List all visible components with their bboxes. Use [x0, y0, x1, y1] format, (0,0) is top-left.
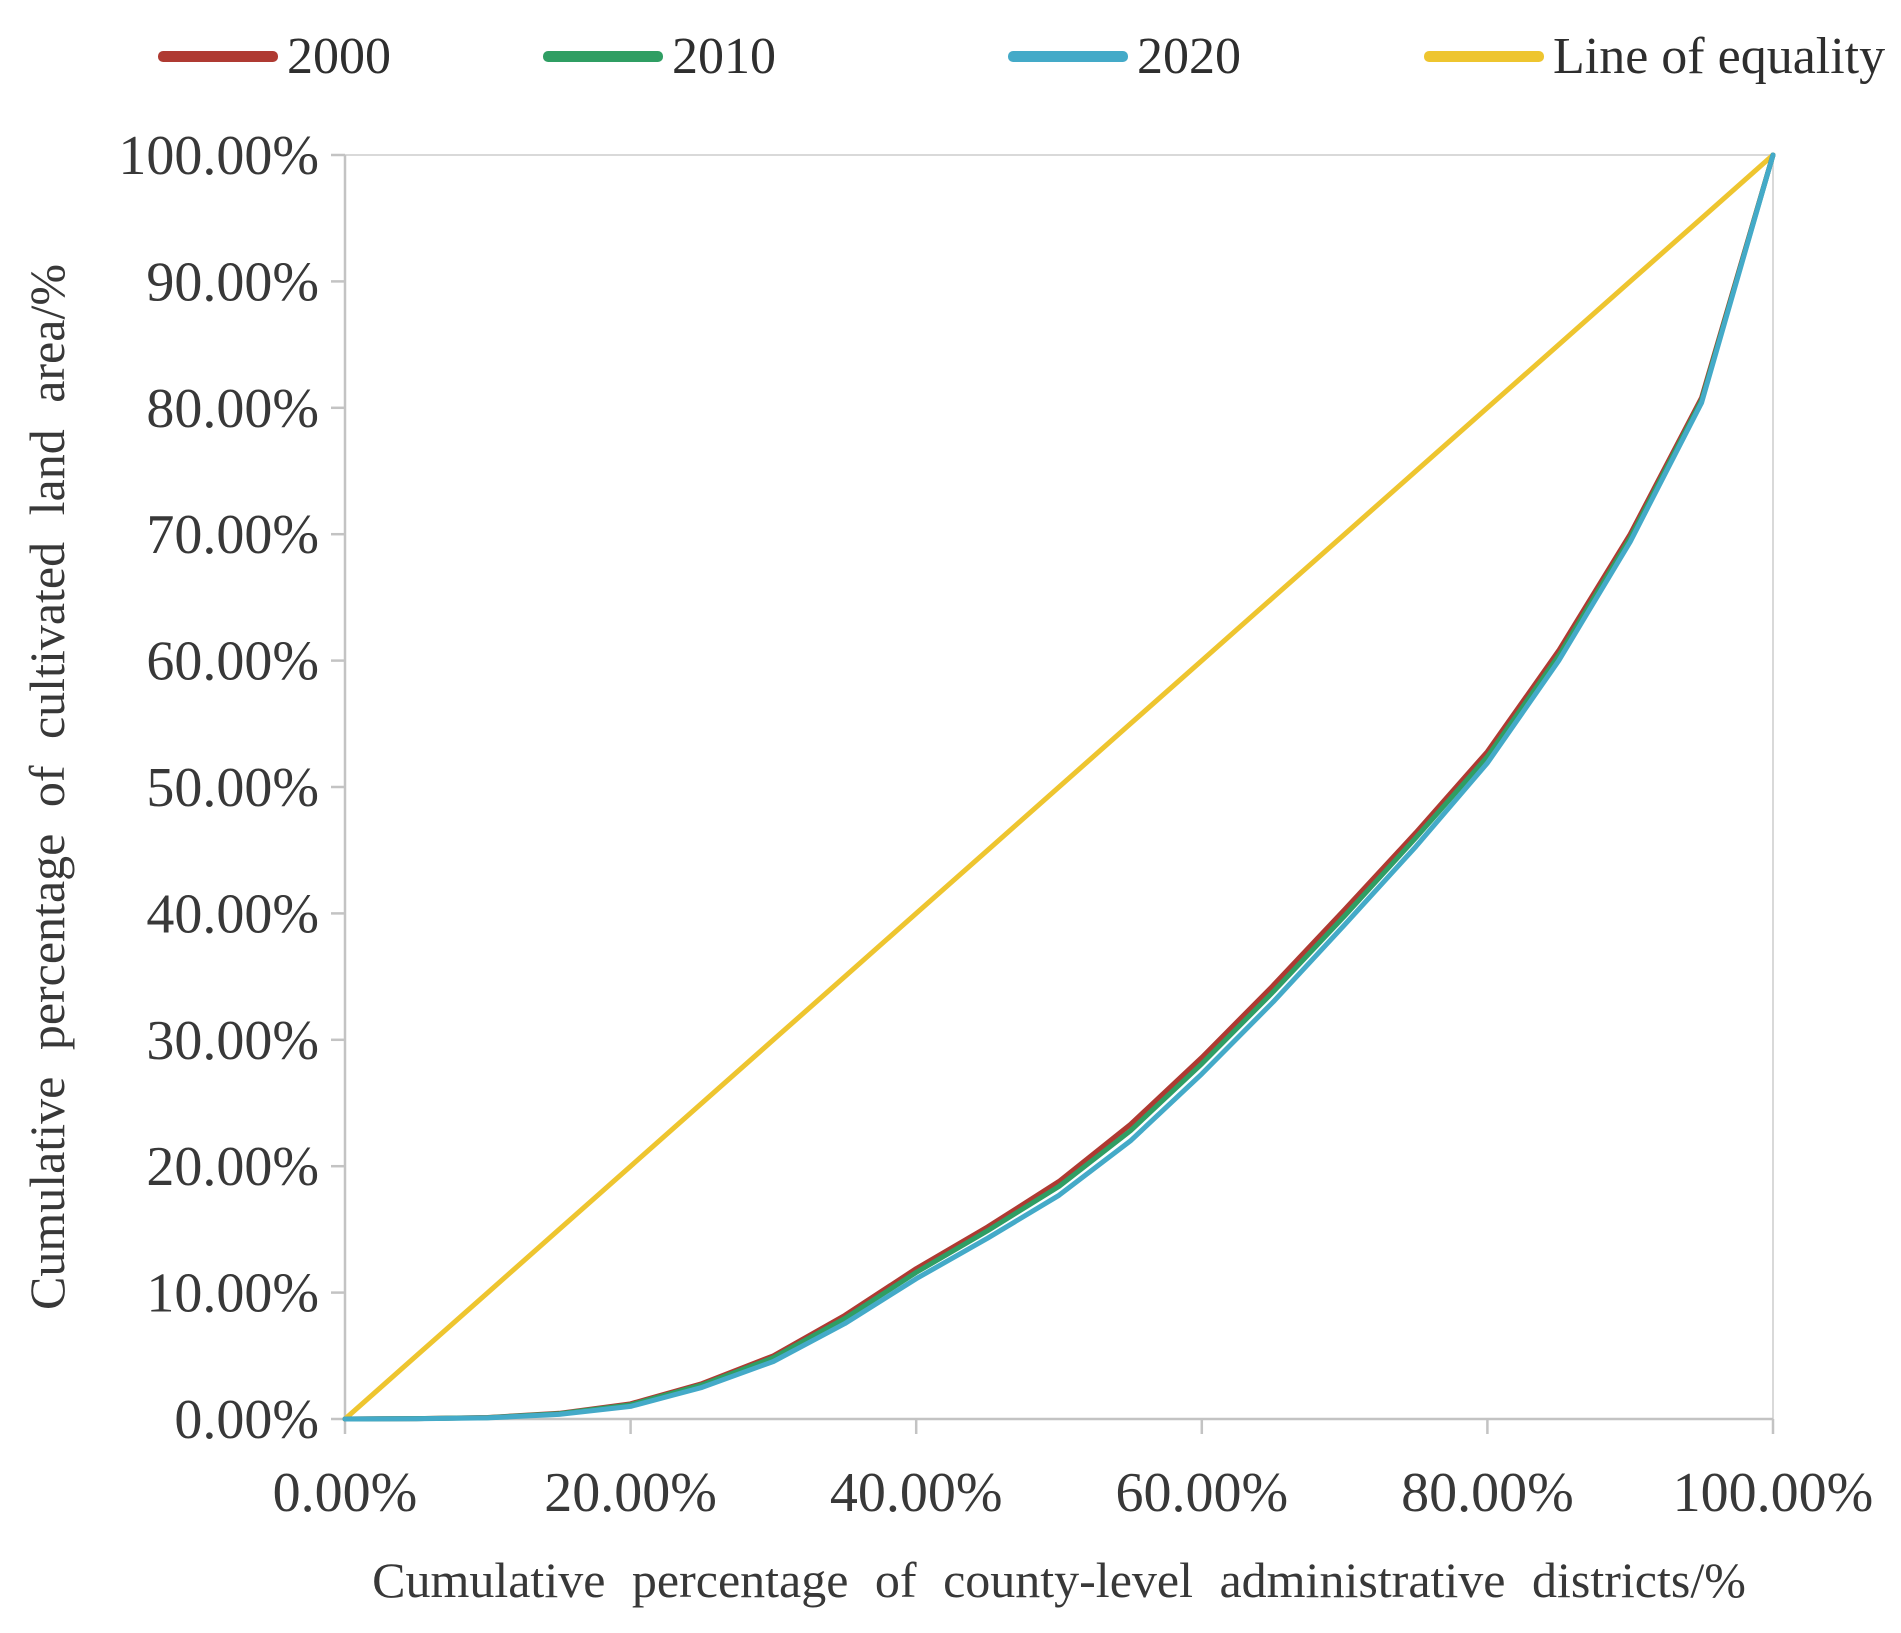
x-tick-label: 40.00% [830, 1462, 1003, 1524]
legend-item-2020: 2020 [1008, 24, 1241, 88]
chart-legend: 2000 2010 2020 Line of equality [0, 0, 1901, 130]
x-tick-label: 0.00% [273, 1462, 418, 1524]
legend-swatch-2010-icon [543, 50, 663, 62]
series-line-2020 [342, 152, 1776, 1422]
legend-swatch-line-of-equality-icon [1424, 50, 1544, 62]
x-axis-title: Cumulative percentage of county-level ad… [372, 1552, 1746, 1608]
x-tick-label: 60.00% [1115, 1462, 1288, 1524]
legend-label-2020: 2020 [1137, 27, 1241, 85]
legend-label-line-of-equality: Line of equality [1553, 27, 1886, 85]
legend-item-2000: 2000 [158, 24, 391, 88]
y-tick-label: 40.00% [146, 883, 319, 945]
legend-swatch-2020-icon [1008, 50, 1128, 62]
x-tick-label: 100.00% [1673, 1462, 1874, 1524]
legend-swatch-2000-icon [158, 50, 278, 62]
y-tick-label: 0.00% [174, 1389, 319, 1451]
y-tick-label: 90.00% [146, 251, 319, 313]
y-tick-label: 50.00% [146, 757, 319, 819]
legend-item-2010: 2010 [543, 24, 776, 88]
y-tick-label: 30.00% [146, 1010, 319, 1072]
y-tick-label: 100.00% [118, 125, 319, 187]
legend-label-2010: 2010 [672, 27, 776, 85]
y-tick-label: 80.00% [146, 378, 319, 440]
y-axis-title: Cumulative percentage of cultivated land… [19, 264, 75, 1310]
chart-layer: 0.00% 10.00% 20.00% 30.00% 40.00% 50.00% 60.00… [118, 125, 1873, 1524]
y-tick-label: 70.00% [146, 504, 319, 566]
legend-label-2000: 2000 [287, 27, 391, 85]
y-tick-label: 60.00% [146, 631, 319, 693]
x-tick-label: 80.00% [1401, 1462, 1574, 1524]
x-tick-label: 20.00% [544, 1462, 717, 1524]
legend-item-line-of-equality: Line of equality [1424, 24, 1885, 88]
y-tick-label: 20.00% [146, 1136, 319, 1198]
series-line-line-of-equality [342, 152, 1776, 1422]
y-tick-label: 10.00% [146, 1263, 319, 1325]
